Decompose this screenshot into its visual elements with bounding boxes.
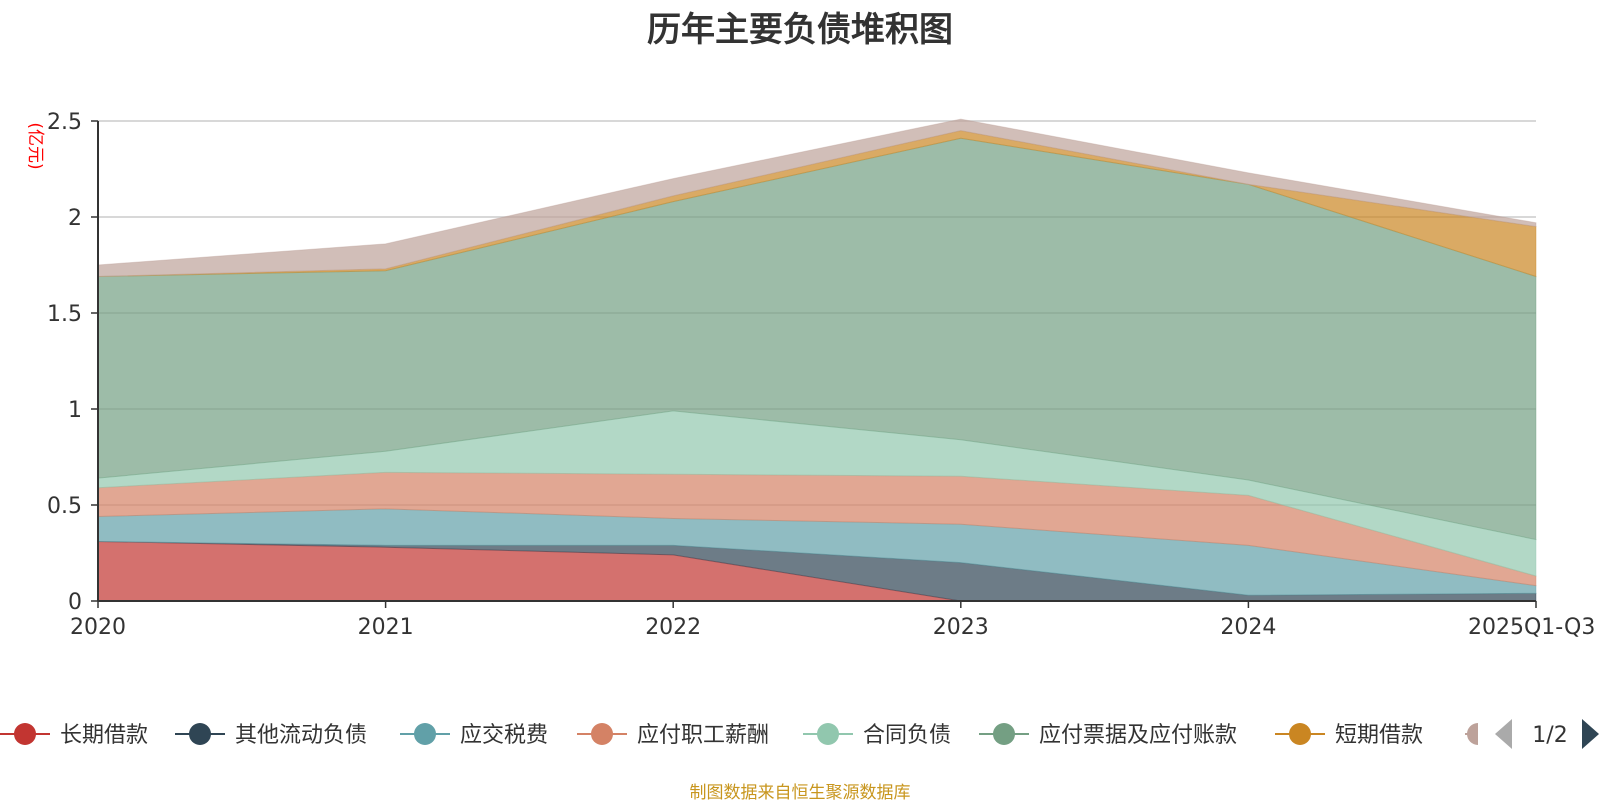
legend-item[interactable]	[1465, 723, 1478, 745]
triangle-left-icon[interactable]	[1495, 719, 1512, 749]
legend-label: 其他流动负债	[235, 723, 367, 748]
legend-item[interactable]: 应付职工薪酬	[577, 723, 769, 748]
y-tick-label: 1	[68, 398, 82, 423]
legend-marker	[414, 723, 436, 745]
legend-marker	[189, 723, 211, 745]
legend-label: 合同负债	[863, 723, 951, 748]
legend-item[interactable]: 合同负债	[803, 723, 951, 748]
legend-label: 应付票据及应付账款	[1039, 723, 1237, 748]
x-tick-label: 2020	[70, 615, 126, 640]
y-tick-label: 0.5	[47, 494, 82, 519]
legend-item[interactable]: 应交税费	[400, 723, 548, 748]
legend-marker	[1289, 723, 1311, 745]
y-tick-label: 0	[68, 590, 82, 615]
x-tick-label: 2025Q1-Q3	[1468, 615, 1595, 640]
y-axis-unit-label: (亿元)	[25, 122, 45, 169]
area-series[interactable]	[97, 118, 1537, 278]
legend-label: 应交税费	[460, 723, 548, 748]
legend-item[interactable]: 其他流动负债	[175, 723, 367, 748]
legend-marker	[1467, 723, 1478, 745]
legend-item[interactable]: 长期借款	[0, 723, 148, 748]
legend-label: 短期借款	[1335, 723, 1423, 748]
legend-page-indicator: 1/2	[1532, 723, 1567, 748]
legend-item[interactable]: 短期借款	[1275, 723, 1423, 748]
stacked-areas	[97, 118, 1537, 602]
x-tick-label: 2021	[358, 615, 414, 640]
source-note: 制图数据来自恒生聚源数据库	[689, 783, 911, 803]
legend-item[interactable]: 应付票据及应付账款	[979, 723, 1237, 748]
legend-marker	[993, 723, 1015, 745]
x-tick-label: 2024	[1220, 615, 1276, 640]
legend-label: 长期借款	[60, 723, 148, 748]
legend-marker	[817, 723, 839, 745]
x-tick-label: 2022	[645, 615, 701, 640]
chart-title: 历年主要负债堆积图	[647, 10, 953, 50]
x-tick-label: 2023	[933, 615, 989, 640]
legend-marker	[14, 723, 36, 745]
y-tick-label: 2	[68, 206, 82, 231]
y-tick-label: 1.5	[47, 302, 82, 327]
legend[interactable]: 长期借款 其他流动负债 应交税费 应付职工薪酬 合同负债 应付票据及应付账款 短期借款 1/2	[0, 719, 1599, 749]
legend-label: 应付职工薪酬	[637, 723, 769, 748]
y-tick-label: 2.5	[47, 110, 82, 135]
triangle-right-icon[interactable]	[1582, 719, 1599, 749]
axes: 0 0.5 1 1.5 2 2.5 2020 2021 2022 2023 2024 2025Q1-Q…	[25, 110, 1595, 640]
legend-marker	[591, 723, 613, 745]
